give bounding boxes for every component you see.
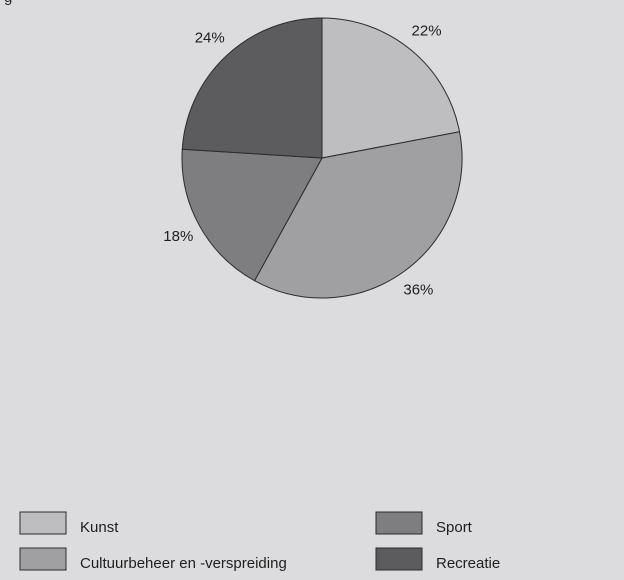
pie-label-recreatie: 24% [195,29,225,46]
legend-label-kunst: Kunst [80,519,119,536]
pie-slice-kunst [321,17,461,159]
legend: Kunst Sport Cultuurbeheer en -verspreiding… [19,511,500,572]
legend-label-sport: Sport [436,519,473,536]
legend-label-recreatie: Recreatie [436,555,500,572]
cropped-top-text-glyph: g [4,0,12,6]
pie-slice-recreatie [181,17,323,159]
legend-swatch-cultuurbeheer-en-verspreiding [19,547,67,571]
pie-label-kunst: 22% [412,23,442,40]
legend-label-cultuurbeheer-en-verspreiding: Cultuurbeheer en -verspreiding [80,555,287,572]
pie-slices [181,17,463,299]
pie-label-sport: 18% [163,228,193,245]
cropped-top-text: g [0,0,70,6]
legend-swatch-recreatie [375,547,423,571]
pie-slice-cultuurbeheer-en-verspreiding [254,131,463,299]
legend-swatch-kunst [19,511,67,535]
pie-slice-labels: 22% 36% 18% 24% [163,23,441,299]
pie-slice-sport [181,148,323,282]
legend-swatch-sport [375,511,423,535]
pie-label-cultuurbeheer-en-verspreiding: 36% [403,282,433,299]
